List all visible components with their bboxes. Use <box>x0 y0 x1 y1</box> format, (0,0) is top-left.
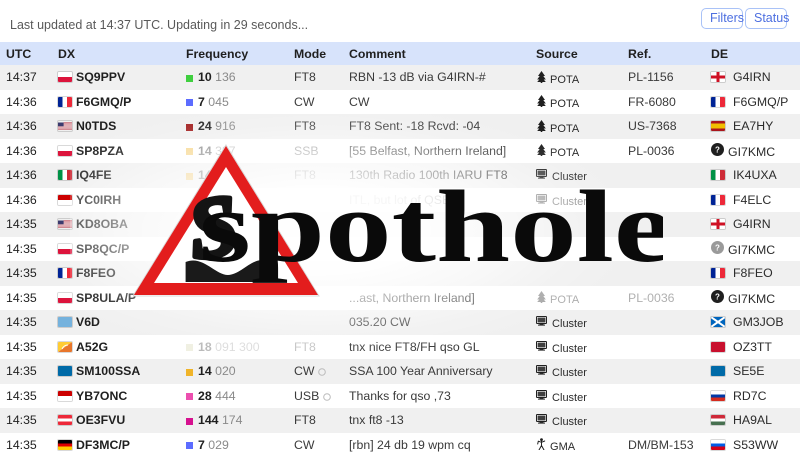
svg-text:?: ? <box>715 243 720 252</box>
svg-text:?: ? <box>715 145 720 154</box>
svg-text:?: ? <box>715 292 720 301</box>
